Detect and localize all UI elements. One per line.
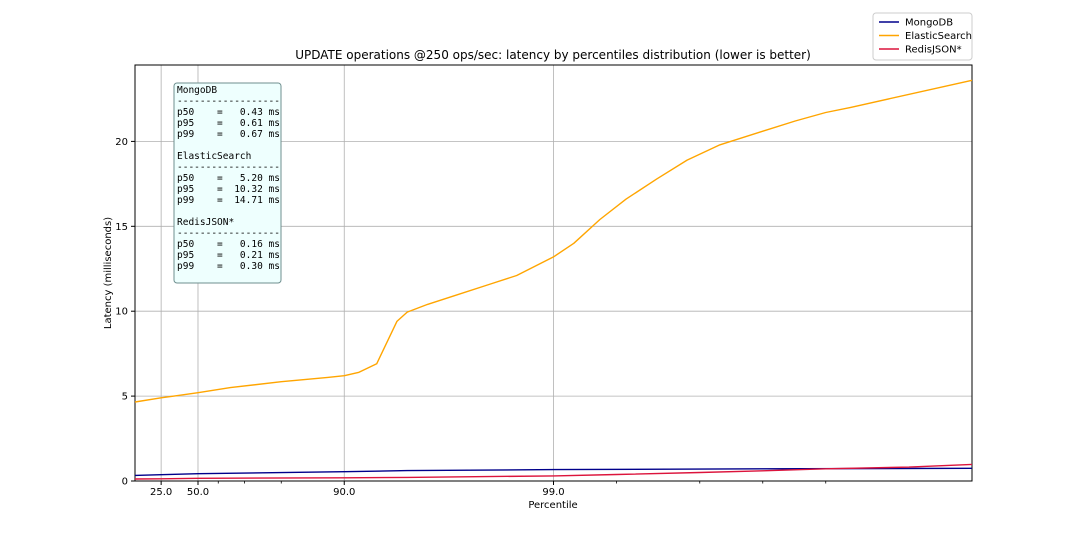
y-axis-ticks: 0 5 10 15 20 (115, 137, 135, 488)
legend-label: MongoDB (905, 18, 953, 29)
stats-line: RedisJSON* (177, 217, 234, 228)
stats-box-background (173, 82, 282, 284)
stats-line: p50 = 0.16 ms (177, 239, 280, 250)
legend-label: RedisJSON* (905, 45, 962, 56)
stats-line: ElasticSearch (177, 151, 251, 162)
stats-line: p99 = 0.30 ms (177, 261, 280, 272)
chart-title: UPDATE operations @250 ops/sec: latency … (295, 48, 811, 62)
series-line-mongodb (134, 467, 973, 477)
stats-line: p99 = 14.71 ms (177, 195, 280, 206)
y-tick-label: 0 (122, 477, 128, 488)
x-axis-ticks: 25.0 50.0 90.0 99.0 (150, 481, 827, 498)
y-axis-label: Latency (milliseconds) (103, 217, 114, 329)
stats-line: p99 = 0.67 ms (177, 129, 280, 140)
x-tick-label: 99.0 (542, 487, 564, 498)
stats-line: p50 = 5.20 ms (177, 173, 280, 184)
stats-line: p50 = 0.43 ms (177, 107, 280, 118)
stats-line: MongoDB (177, 85, 217, 96)
y-tick-label: 20 (115, 137, 128, 148)
stats-line: p95 = 0.21 ms (177, 250, 280, 261)
stats-line: ------------------ (177, 228, 280, 239)
x-tick-label: 25.0 (150, 487, 172, 498)
stats-line: ------------------ (177, 162, 280, 173)
series-line-redisjson (134, 463, 973, 480)
y-tick-label: 10 (115, 307, 128, 318)
y-tick-label: 5 (122, 392, 128, 403)
legend: MongoDB ElasticSearch RedisJSON* (872, 12, 973, 61)
stats-line: p95 = 10.32 ms (177, 184, 280, 195)
series-lines (134, 79, 973, 480)
y-tick-label: 15 (115, 222, 128, 233)
x-tick-label: 90.0 (333, 487, 355, 498)
series-line-elasticsearch (134, 79, 973, 403)
stats-line: ------------------ (177, 96, 280, 107)
x-tick-label: 50.0 (187, 487, 209, 498)
stats-line: p95 = 0.61 ms (177, 118, 280, 129)
legend-label: ElasticSearch (905, 31, 972, 42)
x-axis-label: Percentile (528, 500, 577, 511)
percentile-stats-box: MongoDB------------------p50 = 0.43 msp9… (173, 82, 282, 284)
